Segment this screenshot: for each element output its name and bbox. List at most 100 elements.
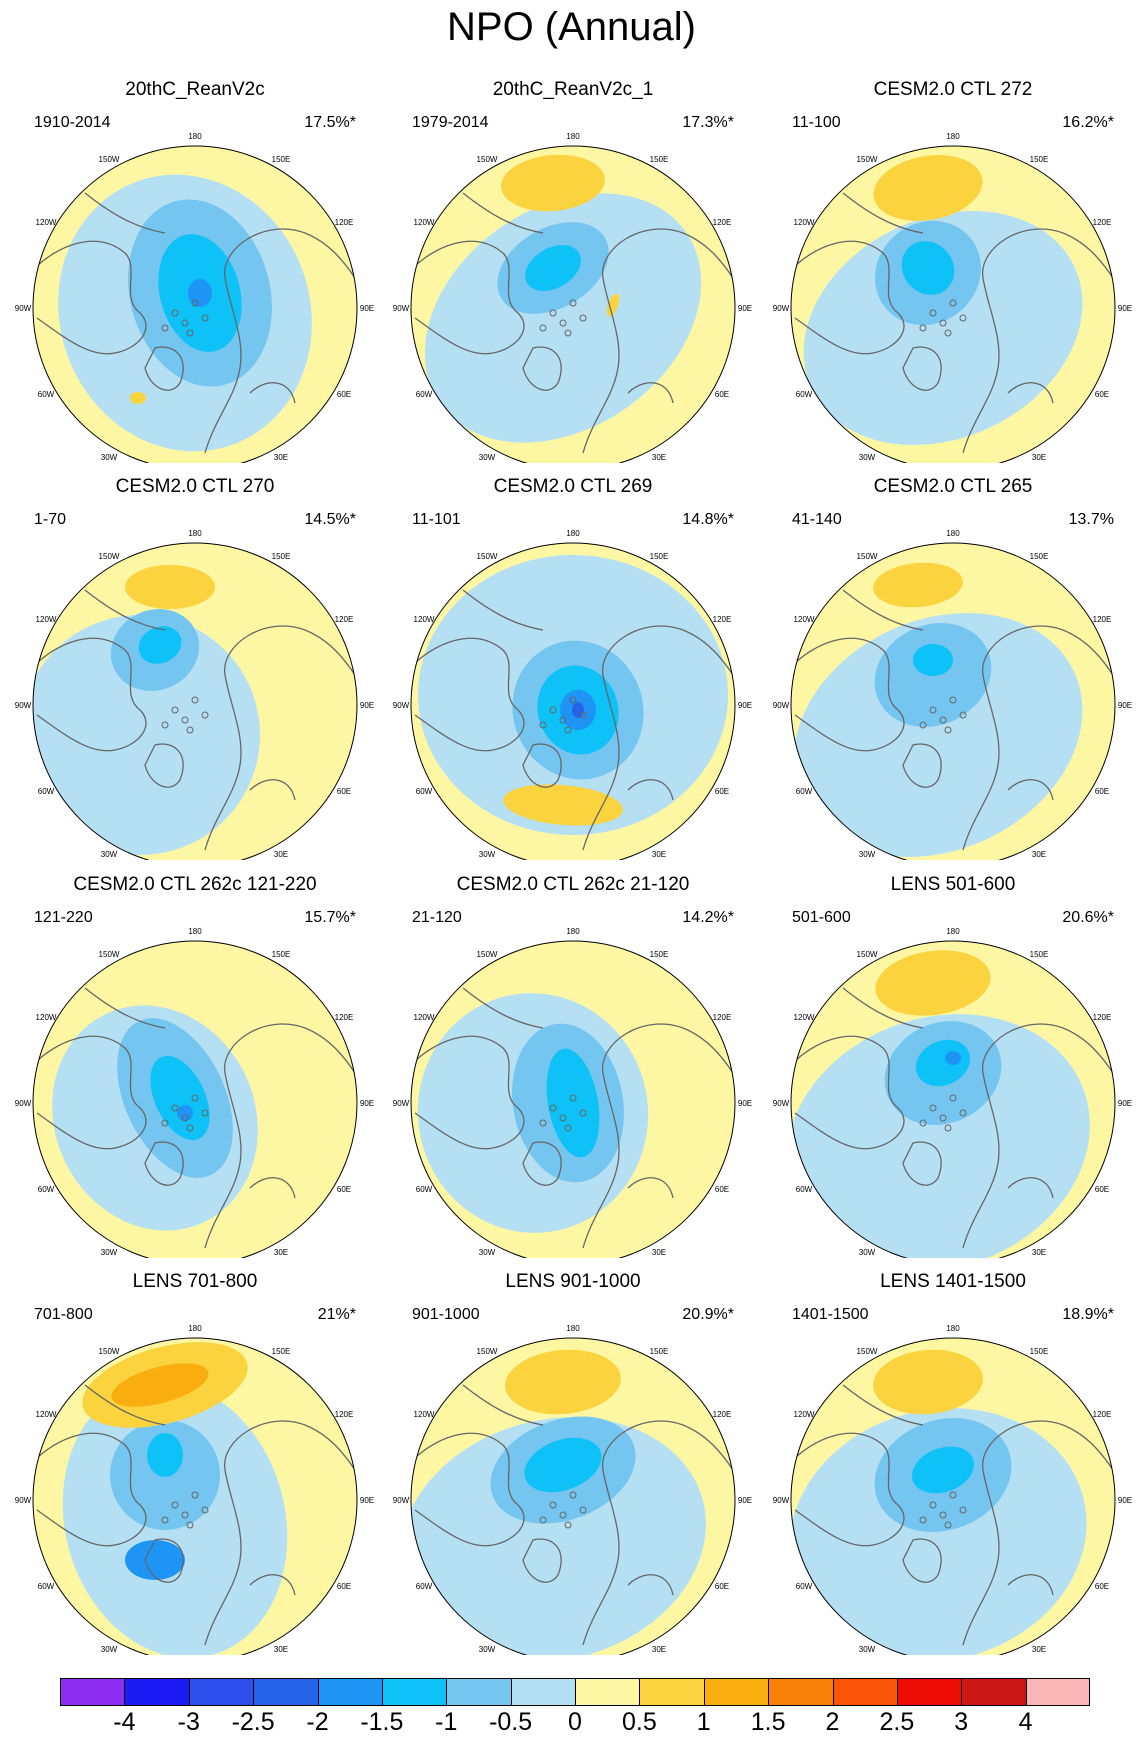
- longitude-label: 30W: [101, 850, 118, 859]
- colorbar-separator: [317, 1678, 319, 1706]
- arctic-island-5: [579, 314, 587, 322]
- longitude-label: 60W: [796, 1185, 813, 1194]
- positive-anomaly-region: [501, 154, 605, 212]
- coastline-3: [84, 1384, 166, 1426]
- longitude-label: 60E: [715, 787, 729, 796]
- longitude-label: 150E: [650, 950, 669, 959]
- longitude-label: 30W: [859, 1645, 876, 1654]
- coastline-4: [1007, 1574, 1054, 1596]
- arctic-island-3: [919, 324, 927, 332]
- polar-map: 180150E120E90E60E30E030W60W90W120W150W: [15, 132, 374, 463]
- longitude-label: 60E: [1095, 1185, 1109, 1194]
- arctic-island-2: [569, 1491, 577, 1499]
- longitude-label: 90E: [738, 1099, 752, 1108]
- negative-anomaly-region: [793, 613, 1083, 857]
- colorbar-segment: [446, 1678, 511, 1706]
- colorbar-separator: [446, 1678, 448, 1706]
- arctic-island-2: [569, 696, 577, 704]
- coastline-1: [144, 1141, 184, 1186]
- panel-explained-variance: 14.8%*: [682, 511, 734, 528]
- colorbar-segment: [317, 1678, 382, 1706]
- polar-map: 180150E120E90E60E30E030W60W90W120W150W: [393, 1324, 752, 1655]
- positive-anomaly-region: [125, 565, 215, 609]
- arctic-island-3: [539, 1516, 547, 1524]
- arctic-island-0: [929, 1104, 937, 1112]
- longitude-label: 30E: [274, 850, 288, 859]
- panel-explained-variance: 13.7%: [1068, 511, 1114, 528]
- longitude-label: 60E: [337, 1185, 351, 1194]
- arctic-island-2: [949, 1491, 957, 1499]
- arctic-island-2: [191, 299, 199, 307]
- longitude-label: 90E: [1118, 304, 1132, 313]
- arctic-island-0: [929, 706, 937, 714]
- arctic-island-4: [564, 1124, 572, 1132]
- arctic-island-3: [919, 721, 927, 729]
- positive-anomaly-region: [505, 1349, 621, 1415]
- panel-title: CESM2.0 CTL 262c 21-120: [456, 874, 690, 895]
- negative-anomaly-region: [546, 1048, 600, 1158]
- colorbar-segment: [188, 1678, 254, 1706]
- colorbar-tick-label: 2.5: [879, 1708, 915, 1736]
- map-boundary: [790, 940, 1116, 1258]
- colorbar-separator: [188, 1678, 190, 1706]
- arctic-island-4: [564, 329, 572, 337]
- panel-title: CESM2.0 CTL 270: [115, 476, 275, 497]
- panel-title: LENS 901-1000: [505, 1271, 641, 1292]
- arctic-island-5: [201, 1109, 209, 1117]
- coastline-3: [462, 1384, 544, 1426]
- longitude-label: 150E: [650, 1347, 669, 1356]
- longitude-label: 60W: [38, 390, 55, 399]
- panel-title: 20thC_ReanV2c_1: [492, 79, 654, 100]
- positive-anomaly-region: [873, 562, 963, 608]
- longitude-label: 150W: [477, 950, 498, 959]
- longitude-label: 30E: [652, 850, 666, 859]
- longitude-label: 90W: [393, 701, 410, 710]
- positive-anomaly-region: [606, 293, 620, 317]
- colorbar-segment: [124, 1678, 189, 1706]
- longitude-label: 150W: [857, 552, 878, 561]
- longitude-label: 180: [946, 132, 960, 141]
- longitude-label: 30W: [859, 1248, 876, 1257]
- coastline-4: [627, 1574, 674, 1596]
- longitude-label: 150E: [272, 1347, 291, 1356]
- colorbar-separator: [124, 1678, 126, 1706]
- positive-anomaly-region: [873, 155, 983, 221]
- coastline-3: [84, 589, 166, 631]
- longitude-label: 30E: [1032, 1645, 1046, 1654]
- longitude-label: 60W: [38, 1582, 55, 1591]
- arctic-island-2: [191, 1094, 199, 1102]
- arctic-island-3: [161, 721, 169, 729]
- polar-map: 180150E120E90E60E30E030W60W90W120W150W: [393, 132, 752, 463]
- longitude-label: 60W: [38, 1185, 55, 1194]
- arctic-island-5: [959, 711, 967, 719]
- arctic-island-5: [959, 1109, 967, 1117]
- coastline-0: [34, 1432, 147, 1547]
- polar-map: 180150E120E90E60E30E030W60W90W120W150W: [773, 132, 1132, 463]
- longitude-label: 120E: [713, 1013, 732, 1022]
- coastline-0: [792, 1432, 905, 1547]
- map-panel: 180150E120E90E60E30E030W60W90W120W150WCE…: [0, 873, 390, 1258]
- coastline-2: [204, 1023, 356, 1249]
- panel-period: 501-600: [792, 909, 851, 926]
- longitude-label: 60E: [1095, 390, 1109, 399]
- arctic-island-5: [579, 711, 587, 719]
- longitude-label: 60E: [1095, 787, 1109, 796]
- panel-title: LENS 501-600: [890, 874, 1016, 895]
- longitude-label: 60W: [796, 1582, 813, 1591]
- colorbar-tick-label: 0: [568, 1708, 582, 1736]
- polar-map: 180150E120E90E60E30E030W60W90W120W150W: [393, 529, 752, 860]
- longitude-label: 120W: [794, 1013, 815, 1022]
- negative-anomaly-region: [901, 241, 955, 295]
- arctic-island-5: [201, 1506, 209, 1514]
- coastline-1: [144, 346, 184, 391]
- coastline-0: [792, 637, 905, 752]
- arctic-island-1: [181, 1511, 189, 1519]
- colorbar-tick-label: 1.5: [750, 1708, 786, 1736]
- coastline-1: [522, 1141, 562, 1186]
- colorbar-tick-label: -3: [177, 1708, 200, 1736]
- colorbar-border: [60, 1678, 1090, 1706]
- colorbar-tick-label: 4: [1018, 1708, 1033, 1736]
- longitude-label: 30E: [274, 453, 288, 462]
- coastline-1: [144, 1538, 184, 1583]
- colorbar-segment: [381, 1678, 447, 1706]
